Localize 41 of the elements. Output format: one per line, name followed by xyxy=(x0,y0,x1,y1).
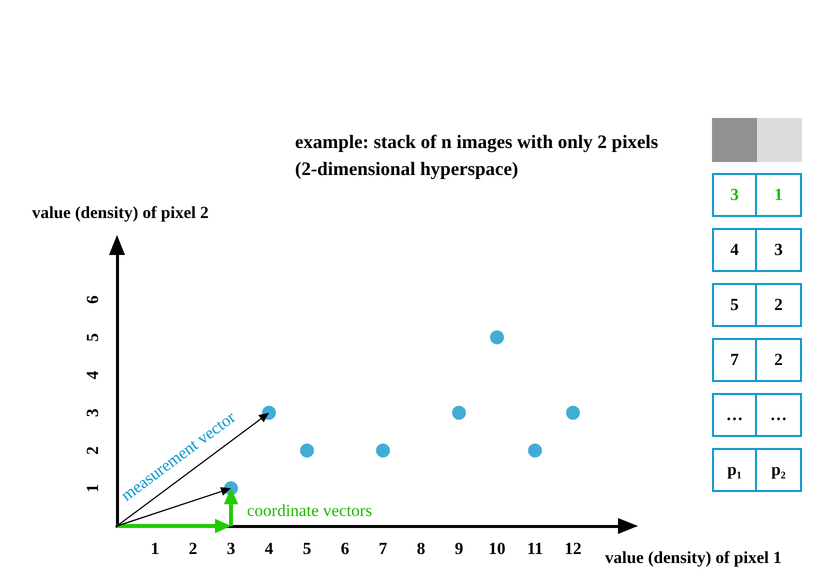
x-tick-label: 5 xyxy=(302,539,312,558)
x-tick-label: 4 xyxy=(264,539,274,558)
point xyxy=(452,406,466,420)
point xyxy=(376,444,390,458)
text: 7 xyxy=(712,338,757,382)
y-tick-label: 6 xyxy=(83,295,102,304)
x-tick-label: 2 xyxy=(188,539,198,558)
y-tick-label: 4 xyxy=(83,370,102,380)
x-tick-label: 3 xyxy=(226,539,236,558)
text: … xyxy=(757,393,802,437)
x-tick-label: 6 xyxy=(340,539,350,558)
annotation: coordinate vectors xyxy=(247,501,372,520)
y-tick-label: 1 xyxy=(83,484,102,493)
text: 3 xyxy=(712,173,757,217)
y-tick-label: 2 xyxy=(83,446,102,455)
text: p₂ xyxy=(757,448,802,492)
text: … xyxy=(712,393,757,437)
y-axis-title: value (density) of pixel 2 xyxy=(32,203,209,222)
text: 3 xyxy=(757,228,802,272)
x-axis-title: value (density) of pixel 1 xyxy=(605,548,782,567)
text: p₁ xyxy=(712,448,757,492)
x-tick-label: 9 xyxy=(454,539,464,558)
text: 2 xyxy=(757,338,802,382)
text: 5 xyxy=(712,283,757,327)
y-tick-label: 5 xyxy=(83,333,102,342)
x-tick-label: 10 xyxy=(488,539,506,558)
x-tick-label: 7 xyxy=(378,539,388,558)
y-tick-label: 3 xyxy=(83,408,102,418)
x-tick-label: 12 xyxy=(564,539,582,558)
point xyxy=(528,444,542,458)
point xyxy=(490,330,504,344)
text: 4 xyxy=(712,228,757,272)
x-tick-label: 11 xyxy=(526,539,544,558)
x-tick-label: 8 xyxy=(416,539,426,558)
text: 1 xyxy=(757,173,802,217)
text: 2 xyxy=(757,283,802,327)
x-tick-label: 1 xyxy=(150,539,160,558)
point xyxy=(566,406,580,420)
point xyxy=(300,444,314,458)
chart-subtitle: (2-dimensional hyperspace) xyxy=(295,159,518,180)
chart-title: example: stack of n images with only 2 pixels xyxy=(295,132,658,153)
